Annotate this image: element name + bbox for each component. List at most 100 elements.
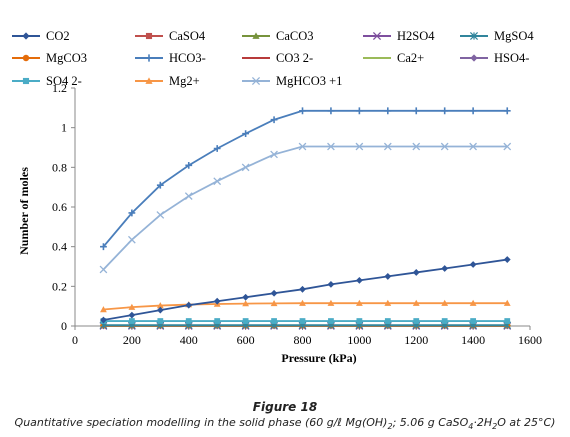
y-tick-label: 0.8 [52, 160, 67, 174]
legend-entry-hco3: HCO3- [135, 51, 206, 65]
legend-entry-mgso4: MgSO4 [460, 29, 534, 43]
series-line [102, 145, 508, 271]
data-point [384, 107, 392, 115]
data-point [503, 256, 511, 263]
chart-series-layer [99, 107, 512, 330]
data-point [469, 299, 477, 306]
data-point [270, 116, 278, 124]
data-point [441, 318, 448, 324]
legend-label: CaSO4 [169, 29, 206, 43]
legend-entry-caso4: CaSO4 [135, 29, 206, 43]
caption-part: ·2H [473, 416, 493, 429]
data-point [441, 265, 449, 272]
data-point [270, 289, 278, 297]
data-point [242, 130, 250, 138]
data-point [299, 318, 306, 324]
figure-caption-title: Figure 18 [252, 400, 318, 414]
data-point [213, 145, 221, 152]
data-point [157, 318, 164, 324]
data-point [441, 107, 449, 115]
data-point [242, 300, 250, 307]
legend-label: H2SO4 [397, 29, 435, 43]
legend-label: MgHCO3 +1 [276, 74, 342, 88]
data-point [328, 318, 334, 324]
x-tick-label: 0 [72, 333, 78, 347]
caption-subscript: 4 [468, 422, 474, 432]
series-mghco3-1 [99, 142, 512, 274]
caption-part: ; 5.06 g CaSO [392, 416, 469, 429]
data-point [469, 142, 477, 151]
legend-marker [251, 76, 261, 86]
x-tick-label: 1200 [404, 333, 428, 347]
legend-marker [145, 54, 153, 62]
x-tick-label: 1000 [347, 333, 371, 347]
legend-label: CO3 2- [276, 51, 313, 65]
data-point [298, 142, 307, 151]
data-point [413, 318, 420, 324]
data-point [412, 107, 420, 115]
data-point [503, 107, 511, 115]
series-co2 [100, 256, 511, 324]
data-point [299, 299, 306, 306]
legend-entry-hso4: HSO4- [460, 51, 529, 65]
legend-entry-caco3: CaCO3 [242, 29, 314, 43]
data-point [327, 280, 335, 288]
data-point [355, 276, 363, 284]
data-point [99, 265, 108, 274]
legend-label: CaCO3 [276, 29, 314, 43]
data-point [355, 107, 363, 115]
x-tick-label: 800 [294, 333, 312, 347]
data-point [100, 316, 107, 324]
series-hco3 [100, 107, 511, 251]
data-point [185, 161, 193, 169]
data-point [271, 318, 277, 324]
data-point [270, 150, 278, 159]
data-point [156, 302, 164, 309]
series-mg2 [100, 299, 511, 313]
data-point [327, 107, 335, 115]
data-point [185, 318, 192, 324]
data-point [241, 163, 250, 172]
data-point [469, 261, 477, 268]
series-so4-2 [100, 318, 511, 324]
x-tick-label: 400 [180, 333, 198, 347]
data-point [100, 243, 107, 251]
data-point [299, 285, 306, 293]
legend-entry-co2: CO2 [12, 29, 70, 43]
data-point [184, 192, 193, 200]
data-point [470, 318, 477, 324]
data-point [384, 273, 392, 280]
data-point [503, 142, 512, 151]
x-tick-label: 600 [237, 333, 255, 347]
data-point [412, 269, 420, 276]
legend-entry-co3-2: CO3 2- [242, 51, 313, 65]
data-point [214, 318, 221, 324]
legend-entry-mg2: Mg2+ [135, 74, 200, 88]
legend-label: Ca2+ [397, 51, 424, 65]
data-point [355, 142, 364, 151]
data-point [412, 299, 420, 306]
data-point [503, 299, 511, 306]
legend-marker [372, 31, 382, 41]
legend-entry-mgco3: MgCO3 [12, 51, 87, 65]
data-point [412, 142, 421, 151]
legend-marker [469, 31, 479, 41]
caption-subscript: 2 [492, 422, 498, 432]
caption-part: Quantitative speciation modelling in the… [14, 416, 388, 429]
legend-label: SO4 2- [46, 74, 82, 88]
legend-entry-h2so4: H2SO4 [363, 29, 435, 43]
data-point [128, 303, 136, 310]
data-point [299, 107, 306, 115]
legend-marker [252, 32, 260, 39]
y-tick-label: 0.2 [52, 279, 67, 293]
legend-label: HCO3- [169, 51, 206, 65]
y-tick-label: 0 [61, 319, 67, 333]
chart-legend: CO2 CaSO4 CaCO3 H2SO4 MgSO4 MgCO3 HCO3- CO3 2- C… [12, 29, 534, 88]
legend-marker [22, 54, 30, 62]
y-tick-label: 1 [61, 121, 67, 135]
legend-marker [22, 77, 30, 85]
data-point [128, 209, 136, 217]
data-point [384, 318, 391, 324]
data-point [128, 235, 136, 244]
